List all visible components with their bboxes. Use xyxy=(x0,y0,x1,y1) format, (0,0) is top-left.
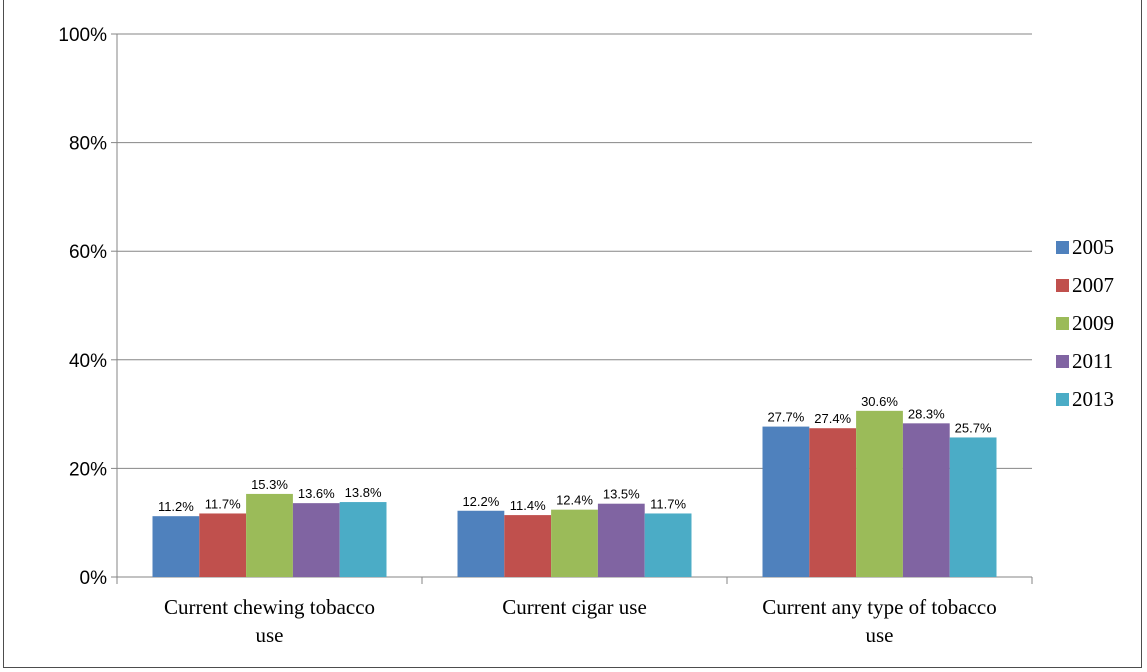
data-label: 30.6% xyxy=(861,394,898,409)
bar-2009 xyxy=(856,410,903,577)
x-category-label: Current any type of tobacco use xyxy=(762,595,996,647)
bar-2013 xyxy=(949,437,997,577)
y-tick-label: 60% xyxy=(69,242,107,263)
gridlines xyxy=(117,33,1032,469)
legend-swatch xyxy=(1056,355,1069,368)
bar-2009 xyxy=(246,493,293,577)
bar-2009 xyxy=(551,509,598,577)
legend-label: 2007 xyxy=(1072,273,1114,297)
legend: 2005 2007 2009 2011 2013 xyxy=(1056,235,1114,411)
legend-swatch xyxy=(1056,317,1069,330)
data-labels: 11.2% 11.7% 15.3% 13.6% 13.8% 12.2% 11.4% 12.4%… xyxy=(158,394,992,514)
legend-label: 2005 xyxy=(1072,235,1114,259)
bar-2011 xyxy=(902,423,950,577)
legend-label: 2011 xyxy=(1072,349,1113,373)
data-label: 28.3% xyxy=(908,406,945,421)
y-tick-label: 0% xyxy=(80,568,108,589)
bar-2013 xyxy=(339,502,387,577)
legend-label: 2013 xyxy=(1072,387,1114,411)
bar-2005 xyxy=(762,426,810,577)
legend-label: 2009 xyxy=(1072,311,1114,335)
data-label: 27.7% xyxy=(767,410,804,425)
data-label: 11.4% xyxy=(510,498,546,513)
y-tick-label: 20% xyxy=(69,459,107,480)
chart-frame xyxy=(3,0,1142,668)
bar-2007 xyxy=(199,513,247,577)
y-tick-label: 40% xyxy=(69,351,107,372)
bar-2011 xyxy=(597,503,645,577)
bar-2005 xyxy=(152,516,200,577)
legend-swatch xyxy=(1056,241,1069,254)
y-tick-label: 80% xyxy=(69,134,107,155)
legend-swatch xyxy=(1056,279,1069,292)
data-label: 11.7% xyxy=(205,496,241,511)
data-label: 27.4% xyxy=(814,411,851,426)
y-tick-label: 100% xyxy=(58,25,107,46)
data-label: 12.2% xyxy=(462,494,499,509)
data-label: 12.4% xyxy=(556,493,593,508)
data-label: 13.6% xyxy=(298,486,335,501)
bar-2005 xyxy=(457,510,505,577)
axes: 0% 20% 40% 60% 80% 100% Current chewing tobacc… xyxy=(58,25,1033,647)
x-category-label: Current cigar use xyxy=(502,595,647,619)
data-label: 25.7% xyxy=(955,420,992,435)
bar-2007 xyxy=(809,428,857,577)
bar-2011 xyxy=(292,503,340,577)
x-category-label: Current chewing tobacco use xyxy=(164,595,375,647)
bar-2013 xyxy=(644,513,692,577)
data-label: 13.5% xyxy=(603,487,640,502)
bars xyxy=(152,410,997,577)
bar-2007 xyxy=(504,515,552,577)
data-label: 13.8% xyxy=(345,485,382,500)
data-label: 15.3% xyxy=(251,477,288,492)
data-label: 11.2% xyxy=(158,499,194,514)
data-label: 11.7% xyxy=(650,496,686,511)
legend-swatch xyxy=(1056,393,1069,406)
